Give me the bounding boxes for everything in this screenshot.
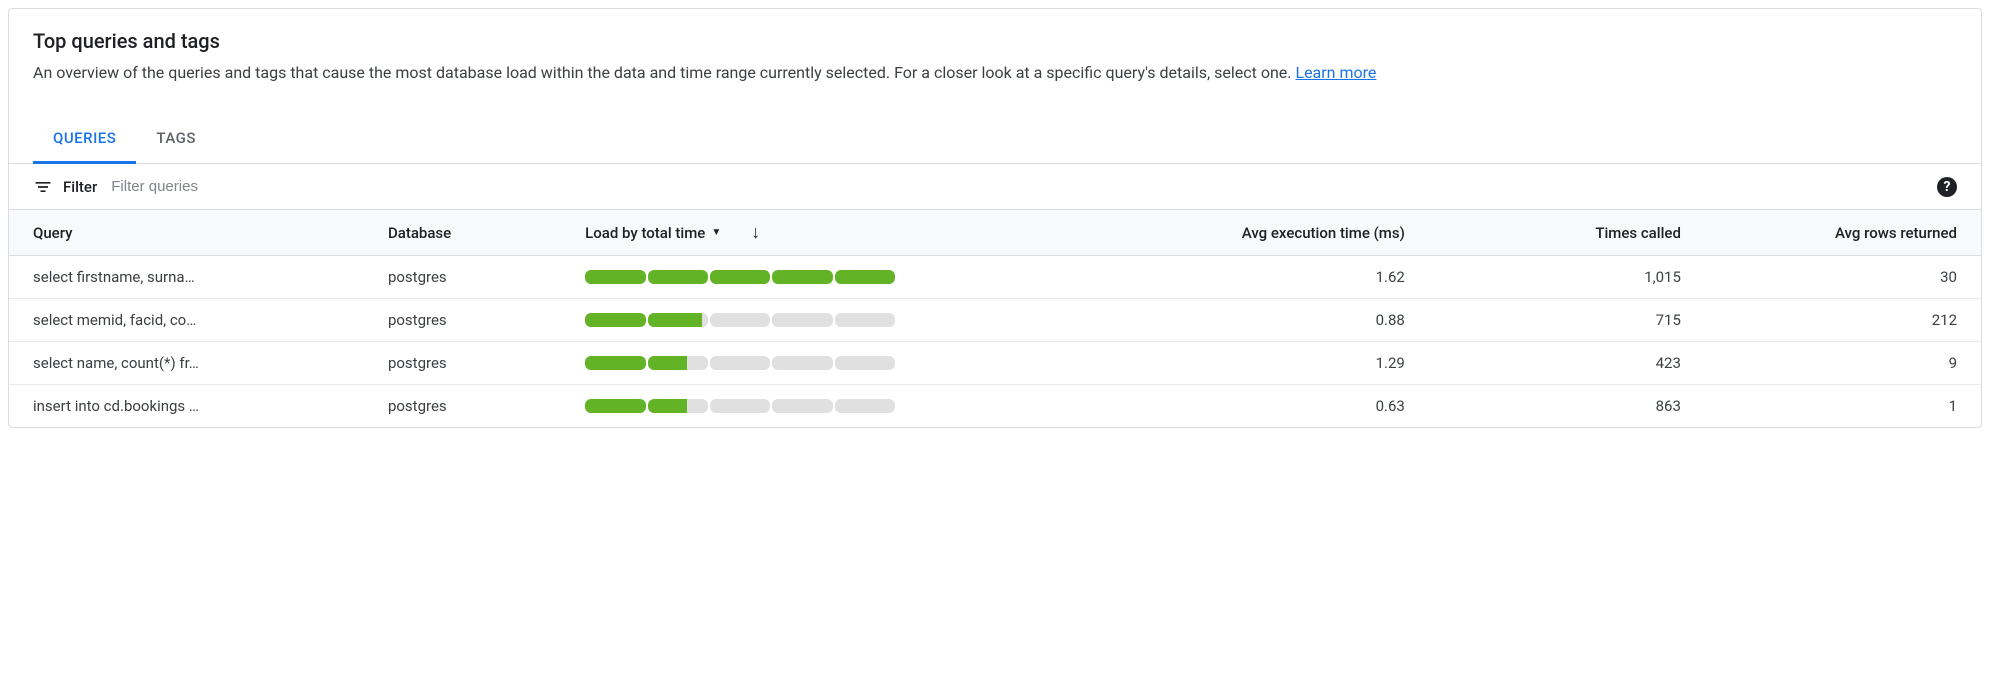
col-header-times-called[interactable]: Times called bbox=[1429, 210, 1705, 256]
cell-query[interactable]: select memid, facid, co… bbox=[9, 299, 364, 342]
col-header-avg-exec[interactable]: Avg execution time (ms) bbox=[1074, 210, 1429, 256]
col-header-load[interactable]: Load by total time ▼ ↓ bbox=[561, 210, 1074, 256]
cell-query[interactable]: select name, count(*) fr… bbox=[9, 342, 364, 385]
load-bar bbox=[585, 313, 895, 327]
table-row[interactable]: select firstname, surna…postgres 1.621,01… bbox=[9, 256, 1981, 299]
queries-table: Query Database Load by total time ▼ ↓ Av… bbox=[9, 209, 1981, 427]
load-bar-segment bbox=[710, 270, 770, 284]
cell-avg-exec: 1.29 bbox=[1074, 342, 1429, 385]
col-header-avg-rows[interactable]: Avg rows returned bbox=[1705, 210, 1981, 256]
load-bar-segment bbox=[585, 356, 645, 370]
table-header-row: Query Database Load by total time ▼ ↓ Av… bbox=[9, 210, 1981, 256]
load-bar-segment bbox=[585, 399, 645, 413]
filter-input[interactable] bbox=[107, 174, 1927, 199]
load-bar-segment bbox=[648, 356, 708, 370]
table-row[interactable]: insert into cd.bookings …postgres 0.63863… bbox=[9, 385, 1981, 428]
cell-database: postgres bbox=[364, 385, 561, 428]
help-icon[interactable]: ? bbox=[1937, 177, 1957, 197]
cell-avg-exec: 0.63 bbox=[1074, 385, 1429, 428]
cell-avg-rows: 30 bbox=[1705, 256, 1981, 299]
cell-avg-rows: 212 bbox=[1705, 299, 1981, 342]
table-row[interactable]: select name, count(*) fr…postgres 1.29423… bbox=[9, 342, 1981, 385]
load-bar bbox=[585, 399, 895, 413]
load-bar-segment bbox=[835, 399, 895, 413]
cell-times-called: 863 bbox=[1429, 385, 1705, 428]
cell-database: postgres bbox=[364, 256, 561, 299]
cell-avg-rows: 9 bbox=[1705, 342, 1981, 385]
panel-subtitle: An overview of the queries and tags that… bbox=[33, 61, 1957, 85]
filter-bar: Filter ? bbox=[9, 164, 1981, 209]
table-row[interactable]: select memid, facid, co…postgres 0.887152… bbox=[9, 299, 1981, 342]
filter-icon bbox=[33, 177, 53, 197]
load-bar-segment bbox=[648, 399, 708, 413]
learn-more-link[interactable]: Learn more bbox=[1295, 63, 1376, 82]
load-bar-segment bbox=[585, 313, 645, 327]
load-bar-segment bbox=[835, 270, 895, 284]
load-bar-segment bbox=[772, 399, 832, 413]
cell-query[interactable]: select firstname, surna… bbox=[9, 256, 364, 299]
load-bar-segment bbox=[772, 313, 832, 327]
load-bar-segment bbox=[772, 270, 832, 284]
load-bar-segment bbox=[835, 313, 895, 327]
sort-direction-icon: ↓ bbox=[751, 222, 760, 243]
cell-load bbox=[561, 385, 1074, 428]
cell-avg-exec: 0.88 bbox=[1074, 299, 1429, 342]
cell-avg-exec: 1.62 bbox=[1074, 256, 1429, 299]
col-header-query[interactable]: Query bbox=[9, 210, 364, 256]
load-bar-segment bbox=[710, 313, 770, 327]
subtitle-text: An overview of the queries and tags that… bbox=[33, 63, 1295, 82]
tab-queries[interactable]: QUERIES bbox=[33, 117, 136, 164]
filter-label: Filter bbox=[63, 178, 97, 196]
panel-header: Top queries and tags An overview of the … bbox=[9, 9, 1981, 85]
cell-load bbox=[561, 299, 1074, 342]
cell-query[interactable]: insert into cd.bookings … bbox=[9, 385, 364, 428]
cell-database: postgres bbox=[364, 299, 561, 342]
cell-times-called: 715 bbox=[1429, 299, 1705, 342]
load-bar-segment bbox=[835, 356, 895, 370]
load-bar-segment bbox=[648, 270, 708, 284]
tab-tags[interactable]: TAGS bbox=[136, 117, 216, 164]
load-bar-segment bbox=[648, 313, 708, 327]
load-bar bbox=[585, 356, 895, 370]
load-bar-segment bbox=[772, 356, 832, 370]
cell-avg-rows: 1 bbox=[1705, 385, 1981, 428]
load-bar bbox=[585, 270, 895, 284]
cell-times-called: 1,015 bbox=[1429, 256, 1705, 299]
col-header-database[interactable]: Database bbox=[364, 210, 561, 256]
col-header-load-label: Load by total time bbox=[585, 224, 705, 242]
cell-load bbox=[561, 342, 1074, 385]
load-bar-segment bbox=[710, 356, 770, 370]
table-body: select firstname, surna…postgres1.621,01… bbox=[9, 256, 1981, 428]
panel-title: Top queries and tags bbox=[33, 29, 1957, 53]
top-queries-panel: Top queries and tags An overview of the … bbox=[8, 8, 1982, 428]
tabs: QUERIES TAGS bbox=[9, 117, 1981, 164]
cell-load bbox=[561, 256, 1074, 299]
load-bar-segment bbox=[710, 399, 770, 413]
cell-times-called: 423 bbox=[1429, 342, 1705, 385]
sort-caret-icon: ▼ bbox=[711, 227, 721, 238]
load-bar-segment bbox=[585, 270, 645, 284]
cell-database: postgres bbox=[364, 342, 561, 385]
